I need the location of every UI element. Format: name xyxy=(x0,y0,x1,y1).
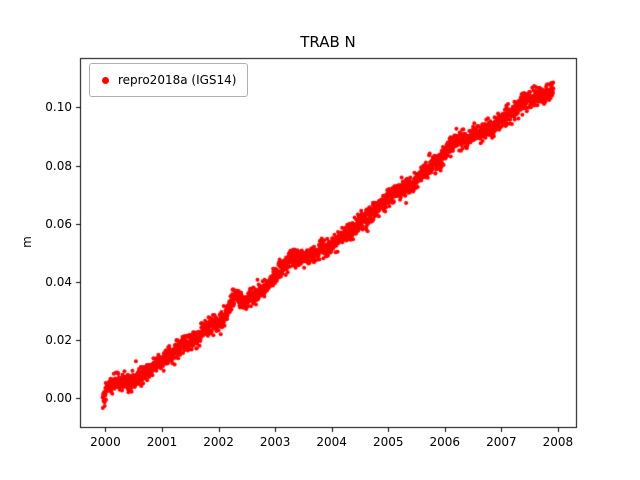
y-tick-label: 0.04 xyxy=(45,274,72,289)
x-tick-label: 2001 xyxy=(146,435,178,449)
x-tick-label: 2003 xyxy=(259,435,291,449)
x-tick-label: 2000 xyxy=(90,435,121,449)
x-tick-label: 2007 xyxy=(486,435,517,449)
y-tick-label: 0.02 xyxy=(45,332,72,347)
x-tick-label: 2005 xyxy=(372,435,404,449)
x-tick-label: 2008 xyxy=(542,435,574,449)
legend-marker-dot xyxy=(102,76,109,84)
y-axis-label: m xyxy=(20,236,34,248)
legend-label: repro2018a (IGS14) xyxy=(118,73,237,87)
y-tick-label: 0.00 xyxy=(45,390,72,405)
y-tick-label: 0.08 xyxy=(45,158,72,173)
x-tick-label: 2006 xyxy=(429,435,461,449)
y-tick-label: 0.06 xyxy=(45,216,72,231)
x-tick-label: 2002 xyxy=(203,435,234,449)
x-tick-label: 2004 xyxy=(316,435,347,449)
legend: repro2018a (IGS14) xyxy=(89,63,249,97)
y-tick-label: 0.10 xyxy=(45,100,72,115)
chart-title: TRAB N xyxy=(300,33,356,51)
